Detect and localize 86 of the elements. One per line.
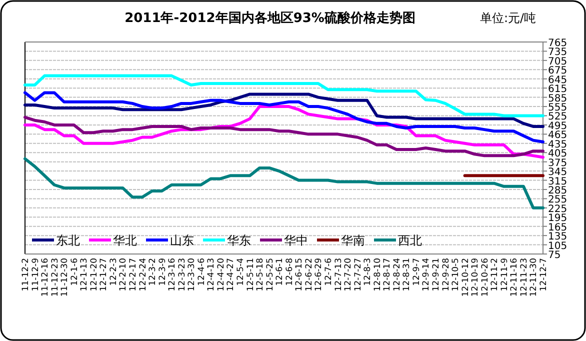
y-tick-label: 375 [548,158,568,169]
x-tick-label: 12-7-27 [353,258,364,292]
y-tick-label: 495 [548,120,568,132]
y-tick-label: 705 [548,56,568,68]
x-tick-label: 12-5-4 [236,258,246,286]
legend-label: 东北 [56,234,80,248]
x-tick-label: 12-3-2 [148,258,158,286]
x-tick-label: 12-6-1 [275,258,286,286]
y-tick-label: 315 [548,176,568,188]
x-tick-label: 12-5-25 [265,258,276,292]
legend-label: 华北 [113,234,137,248]
x-tick-label: 12-10-19 [470,258,481,297]
x-tick-label: 12-8-31 [402,258,412,292]
y-tick-label: 465 [548,130,568,142]
x-tick-label: 11-12-16 [40,258,51,297]
y-tick-label: 165 [548,222,568,234]
x-tick-label: 12-9-28 [441,258,452,292]
x-tick-label: 12-4-27 [226,258,236,292]
x-tick-label: 12-2-10 [118,258,129,292]
x-tick-label: 12-4-13 [206,258,217,292]
x-tick-label: 12-3-9 [158,258,168,286]
y-tick-label: 615 [548,84,568,96]
y-tick-label: 735 [548,47,568,58]
y-tick-label: 435 [548,139,568,150]
text: 单位:元/吨 [480,11,536,25]
legend-label: 华南 [341,234,365,248]
x-tick-label: 12-12-7 [539,258,549,292]
x-tick-label: 12-1-27 [99,258,110,292]
x-tick-label: 12-1-20 [89,258,100,292]
legend-label: 西北 [398,234,422,248]
chart-title: 2011年-2012年国内各地区93%硫酸价格走势图 [124,10,416,26]
x-tick-label: 12-8-10 [372,258,383,292]
y-tick-label: 105 [548,240,568,252]
y-tick-label: 135 [548,232,568,243]
x-tick-label: 12-7-6 [324,258,334,286]
y-tick-label: 675 [548,66,568,77]
x-tick-label: 12-3-16 [168,258,178,292]
x-tick-label: 12-2-24 [138,258,148,292]
x-tick-label: 12-8-3 [363,258,374,286]
x-tick-label: 11-12-30 [60,258,70,297]
x-tick-label: 12-7-20 [344,258,354,292]
x-tick-label: 12-6-29 [314,258,324,292]
x-tick-label: 12-4-6 [196,258,207,286]
x-tick-label: 12-6-22 [304,258,314,292]
x-tick-label: 12-3-23 [177,258,188,292]
x-tick-label: 12-9-7 [412,258,422,286]
x-tick-label: 12-11-9 [500,258,510,292]
x-tick-label: 12-5-18 [256,258,266,292]
x-tick-label: 11-12-9 [30,258,41,292]
x-tick-label: 12-11-23 [519,258,530,297]
x-tick-label: 12-7-13 [334,258,344,292]
x-tick-label: 12-11-16 [510,258,520,297]
y-tick-label: 225 [548,204,568,215]
y-tick-label: 585 [548,93,568,104]
y-tick-label: 285 [548,185,568,196]
x-tick-label: 12-4-20 [216,258,226,292]
x-tick-label: 12-2-17 [128,258,139,292]
y-tick-label: 765 [548,38,568,49]
x-tick-label: 12-9-14 [422,258,432,292]
x-tick-label: 12-1-13 [80,258,90,292]
x-tick-label: 11-12-23 [50,258,60,297]
x-tick-label: 12-8-24 [392,258,402,292]
x-tick-label: 12-5-11 [246,258,256,292]
x-tick-label: 11-12-2 [21,258,31,292]
x-tick-label: 12-8-17 [382,258,393,292]
x-tick-label: 12-1-6 [70,258,80,286]
legend-label: 华东 [227,234,251,248]
x-tick-label: 12-10-26 [480,258,490,297]
y-tick-label: 645 [548,74,568,86]
x-tick-label: 12-3-30 [187,258,198,292]
x-tick-label: 12-6-15 [294,258,305,292]
x-tick-label: 12-11-30 [529,258,540,297]
legend-label: 华中 [284,234,308,248]
y-tick-label: 255 [548,194,568,206]
x-tick-label: 12-6-8 [284,258,295,286]
y-tick-label: 195 [548,213,568,224]
legend-label: 山东 [170,234,194,248]
x-tick-label: 12-2-3 [108,258,119,286]
x-tick-label: 12-10-12 [460,258,471,297]
y-tick-label: 525 [548,112,568,123]
x-tick-label: 12-10-5 [451,258,462,292]
y-tick-label: 345 [548,167,568,178]
x-tick-label: 12-11-2 [490,258,500,292]
y-tick-label: 405 [548,148,568,160]
x-tick-label: 12-9-21 [431,258,442,292]
y-tick-label: 75 [548,250,561,261]
